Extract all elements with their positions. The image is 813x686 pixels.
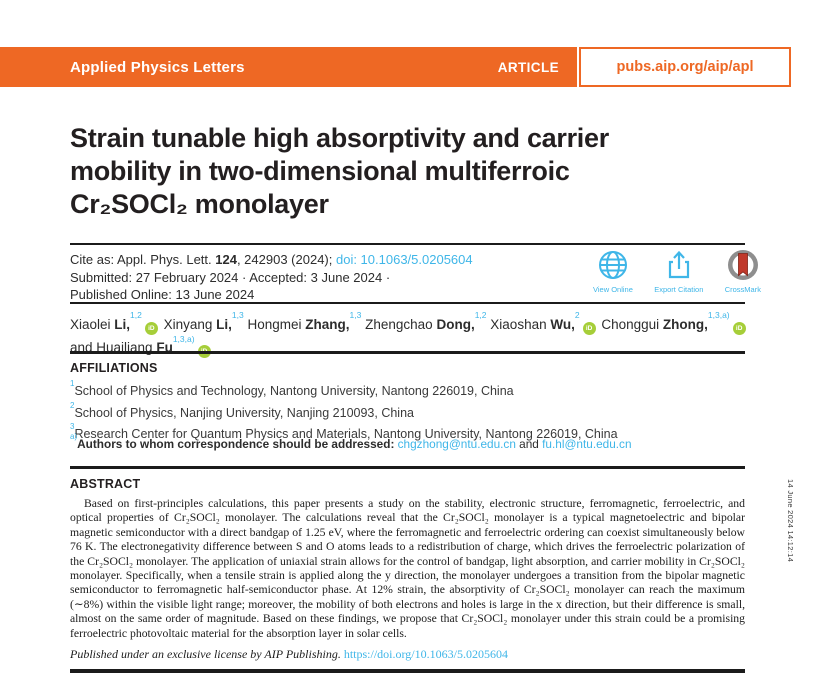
globe-icon (596, 248, 630, 282)
divider (70, 302, 745, 304)
affiliation-item: 3Research Center for Quantum Physics and… (70, 422, 618, 442)
abstract-section: ABSTRACT Based on first-principles calcu… (70, 466, 745, 673)
divider (70, 669, 745, 673)
citation-block: Cite as: Appl. Phys. Lett. 124, 242903 (… (70, 251, 590, 304)
crossmark-label: CrossMark (724, 285, 761, 294)
email-link[interactable]: chgzhong@ntu.edu.cn (397, 436, 516, 451)
export-icon (662, 248, 696, 282)
action-icons: View Online Export Citation CrossMark (593, 248, 761, 294)
paper-title-line: Strain tunable high absorptivity and car… (70, 123, 609, 153)
crossmark-button[interactable]: CrossMark (725, 248, 761, 294)
article-type-badge: ARTICLE (497, 59, 559, 75)
paper-title: Strain tunable high absorptivity and car… (70, 122, 760, 221)
affiliation-superscript: 1,2 (130, 310, 142, 320)
divider (70, 351, 745, 354)
export-citation-label: Export Citation (654, 285, 704, 294)
orcid-icon[interactable]: iD (582, 321, 596, 335)
email-link[interactable]: fu.hl@ntu.edu.cn (542, 436, 632, 451)
affiliations-list: 1School of Physics and Technology, Nanto… (70, 379, 760, 444)
journal-header-bar: Applied Physics Letters ARTICLE (0, 47, 577, 87)
affiliation-superscript: 1,3 (231, 310, 244, 320)
affiliation-superscript: 1,3,a) (172, 333, 195, 344)
volume-number: 124 (215, 252, 237, 267)
license-doi-link[interactable]: https://doi.org/10.1063/5.0205604 (343, 647, 508, 662)
divider (70, 466, 745, 469)
abstract-text: Based on first-principles calculations, … (70, 497, 745, 640)
orcid-icon[interactable]: iD (732, 321, 746, 335)
affiliation-item: 1School of Physics and Technology, Nanto… (70, 379, 514, 399)
abstract-heading: ABSTRACT (70, 477, 141, 491)
author: Zhengchao Dong,1,2 (365, 310, 487, 332)
author: Hongmei Zhang,1,3 (247, 310, 362, 332)
author: Chonggui Zhong,1,3,a)iD (601, 310, 747, 335)
crossmark-icon (725, 248, 761, 282)
view-online-button[interactable]: View Online (593, 248, 633, 294)
affiliation-superscript: 2 (574, 310, 580, 320)
orcid-icon[interactable]: iD (144, 321, 158, 335)
journal-name: Applied Physics Letters (70, 58, 245, 76)
doi-link[interactable]: doi: 10.1063/5.0205604 (335, 252, 473, 267)
license-line: Published under an exclusive license by … (70, 647, 745, 662)
affiliation-superscript: 1,3,a) (707, 310, 730, 320)
submitted-accepted-line: Submitted: 27 February 2024 · Accepted: … (70, 269, 391, 285)
correspondence-marker: a) (70, 432, 78, 441)
author: Xinyang Li,1,3 (163, 310, 244, 332)
export-citation-button[interactable]: Export Citation (654, 248, 703, 294)
paper-title-line: mobility in two-dimensional multiferroic (70, 156, 570, 186)
published-online-line: Published Online: 13 June 2024 (70, 287, 255, 302)
affiliation-superscript: 1,3 (349, 310, 362, 320)
license-text: Published under an exclusive license by … (70, 647, 341, 662)
view-online-label: View Online (593, 285, 633, 294)
correspondence-note: a)Authors to whom correspondence should … (70, 432, 632, 451)
affiliation-superscript: 1,2 (474, 310, 487, 320)
paper-title-line: Cr₂SOCl₂ monolayer (70, 189, 329, 219)
author-list: Xiaolei Li,1,2iD Xinyang Li,1,3 Hongmei … (70, 310, 760, 358)
affiliation-number: 3 (70, 422, 75, 432)
affiliation-item: 2School of Physics, Nanjing University, … (70, 400, 414, 420)
author: Xiaoshan Wu,2iD (490, 310, 597, 335)
journal-header: Applied Physics Letters ARTICLE pubs.aip… (0, 47, 813, 87)
journal-url[interactable]: pubs.aip.org/aip/apl (616, 59, 754, 75)
affiliation-number: 1 (70, 379, 75, 388)
author: Xiaolei Li,1,2iD (70, 310, 160, 335)
journal-url-box[interactable]: pubs.aip.org/aip/apl (579, 47, 791, 87)
affiliations-heading: AFFILIATIONS (70, 361, 158, 375)
cite-line: Cite as: Appl. Phys. Lett. 124, 242903 (… (70, 252, 473, 267)
divider (70, 243, 745, 245)
download-timestamp: 14 June 2024 14:12:14 (786, 479, 795, 563)
affiliation-number: 2 (70, 400, 75, 410)
